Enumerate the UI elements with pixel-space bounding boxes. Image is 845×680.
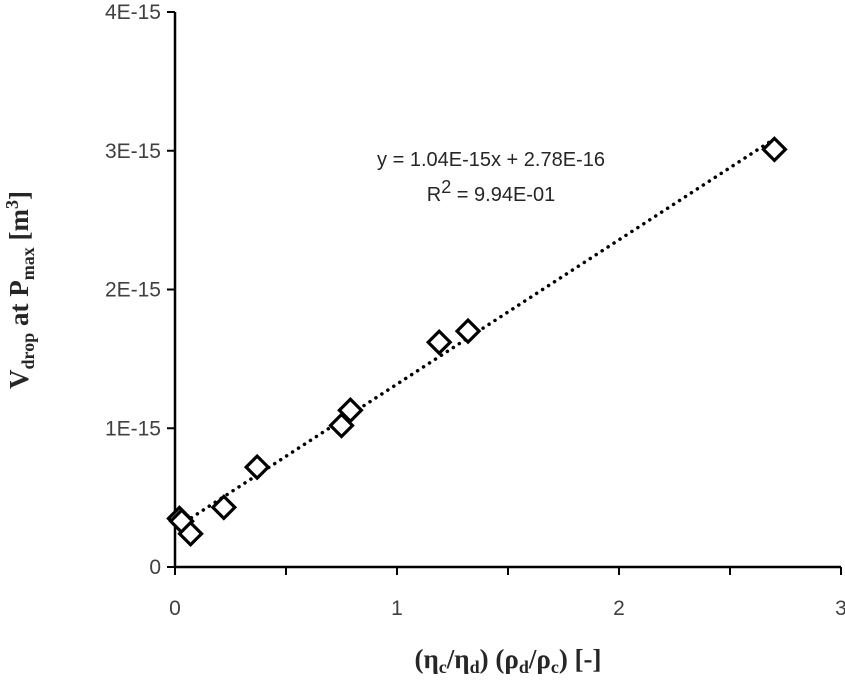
x-title-sub2: d bbox=[470, 657, 480, 677]
x-tick-label: 1 bbox=[391, 597, 403, 620]
data-point bbox=[243, 453, 271, 481]
x-tick-marks bbox=[174, 567, 842, 575]
x-title-slash2: /ρ bbox=[528, 644, 551, 674]
data-point bbox=[761, 136, 788, 163]
trendline-equation: y = 1.04E-15x + 2.78E-16 bbox=[377, 149, 605, 171]
y-title-unit-sup: 3 bbox=[2, 200, 22, 209]
plot-area: 0 1 2 3 0 1E-15 2E-15 3E-15 4E-15 bbox=[105, 1, 845, 620]
x-tick-label: 0 bbox=[169, 597, 181, 620]
y-title-p-sub: max bbox=[18, 247, 38, 280]
data-point bbox=[425, 328, 453, 356]
r2-value: = 9.94E-01 bbox=[451, 184, 555, 206]
x-title-sub4: c bbox=[551, 657, 559, 677]
r2-prefix: R bbox=[427, 184, 441, 206]
y-axis-title: Vdrop at Pmax [m3] bbox=[2, 191, 38, 389]
trendline-r2: R2 = 9.94E-01 bbox=[427, 177, 555, 206]
y-title-unit: [m bbox=[4, 209, 34, 248]
data-point bbox=[454, 317, 482, 345]
y-tick-label: 1E-15 bbox=[105, 417, 161, 440]
x-title-sub1: c bbox=[439, 657, 447, 677]
data-point bbox=[337, 396, 364, 424]
x-tick-label: 3 bbox=[835, 597, 845, 620]
y-title-v-sub: drop bbox=[18, 333, 38, 370]
x-tick-label: 2 bbox=[613, 597, 625, 620]
data-point bbox=[210, 494, 238, 521]
y-tick-marks bbox=[167, 11, 175, 568]
x-title-close: ) [-] bbox=[559, 644, 602, 674]
x-title-slash1: /η bbox=[446, 644, 470, 674]
data-points bbox=[166, 136, 788, 547]
y-tick-labels: 0 1E-15 2E-15 3E-15 4E-15 bbox=[105, 1, 161, 579]
y-title-at: at P bbox=[4, 280, 34, 332]
x-axis-title: (ηc/ηd) (ρd/ρc) [-] bbox=[414, 644, 601, 677]
y-tick-label: 4E-15 bbox=[105, 1, 161, 24]
x-title-mid: ) (ρ bbox=[480, 644, 519, 674]
r2-superscript: 2 bbox=[441, 177, 451, 197]
y-title-unit-close: ] bbox=[4, 191, 34, 200]
x-title-open: (η bbox=[414, 644, 438, 674]
data-point bbox=[177, 520, 204, 547]
y-tick-label: 0 bbox=[149, 556, 161, 579]
y-tick-label: 3E-15 bbox=[105, 140, 161, 163]
x-title-sub3: d bbox=[519, 657, 529, 677]
y-tick-label: 2E-15 bbox=[105, 279, 161, 302]
y-title-v: V bbox=[4, 369, 34, 389]
x-tick-labels: 0 1 2 3 bbox=[169, 597, 845, 620]
